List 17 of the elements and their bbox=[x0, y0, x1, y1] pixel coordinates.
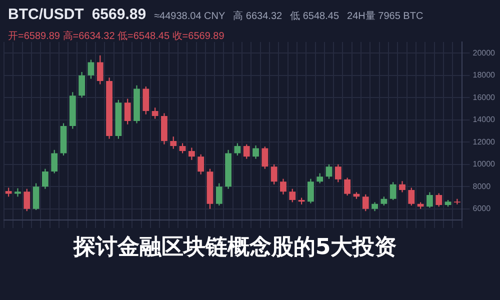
chart-title: BTC/USDT bbox=[8, 6, 84, 23]
y-tick-label: 18000 bbox=[472, 70, 496, 80]
y-tick-label: 8000 bbox=[472, 182, 492, 191]
text: 低 6548.45 bbox=[290, 10, 340, 23]
annotation: 开=6589.89 高=6634.32 低=6548.45 收=6569.89 bbox=[8, 30, 224, 43]
y-tick-label: 14000 bbox=[472, 115, 496, 124]
text: 24H量 7965 BTC bbox=[347, 10, 424, 23]
y-tick-label: 20000 bbox=[472, 48, 496, 58]
text: 高 6634.32 bbox=[233, 10, 282, 23]
text: ≈44938.04 CNY bbox=[154, 11, 226, 22]
y-tick-label: 16000 bbox=[472, 92, 496, 102]
y-tick-label: 6000 bbox=[472, 204, 492, 214]
chart-subtitle: 6569.89 bbox=[92, 6, 146, 23]
text: 探讨金融区块链概念股的5大投资 bbox=[72, 234, 398, 262]
y-tick-label: 12000 bbox=[472, 137, 496, 146]
y-tick-label: 10000 bbox=[472, 160, 496, 169]
candlestick bbox=[14, 188, 21, 197]
